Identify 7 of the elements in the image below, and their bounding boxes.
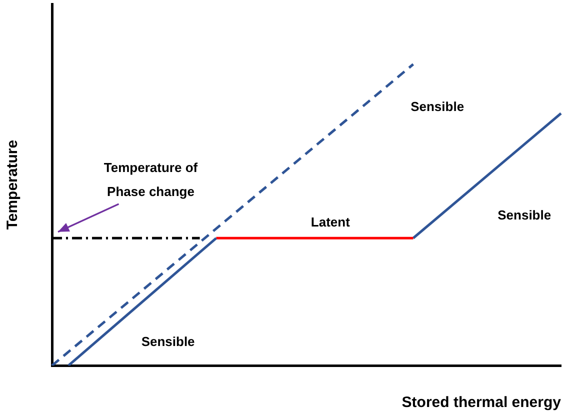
- annotation: Sensible: [498, 207, 552, 222]
- annotation: Temperature of Phase change: [104, 160, 198, 199]
- annotation: Sensible: [141, 334, 195, 349]
- x-axis-title: Stored thermal energy: [402, 394, 562, 412]
- annotation: Sensible: [410, 99, 464, 114]
- y-axis-title: Temperature: [4, 140, 22, 230]
- annotation: Latent: [310, 214, 351, 230]
